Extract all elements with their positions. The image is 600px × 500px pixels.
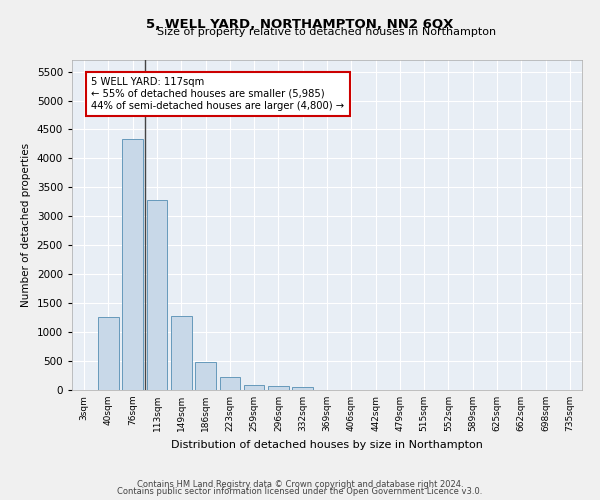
Bar <box>171 316 191 390</box>
Bar <box>146 200 167 390</box>
Bar <box>122 140 143 390</box>
Y-axis label: Number of detached properties: Number of detached properties <box>21 143 31 307</box>
Title: Size of property relative to detached houses in Northampton: Size of property relative to detached ho… <box>157 27 497 37</box>
Bar <box>292 387 313 390</box>
Bar <box>98 317 119 390</box>
Text: Contains public sector information licensed under the Open Government Licence v3: Contains public sector information licen… <box>118 487 482 496</box>
Text: 5, WELL YARD, NORTHAMPTON, NN2 6QX: 5, WELL YARD, NORTHAMPTON, NN2 6QX <box>146 18 454 30</box>
Bar <box>268 386 289 390</box>
Text: 5 WELL YARD: 117sqm
← 55% of detached houses are smaller (5,985)
44% of semi-det: 5 WELL YARD: 117sqm ← 55% of detached ho… <box>91 78 344 110</box>
X-axis label: Distribution of detached houses by size in Northampton: Distribution of detached houses by size … <box>171 440 483 450</box>
Text: Contains HM Land Registry data © Crown copyright and database right 2024.: Contains HM Land Registry data © Crown c… <box>137 480 463 489</box>
Bar <box>195 362 216 390</box>
Bar <box>220 378 240 390</box>
Bar <box>244 385 265 390</box>
